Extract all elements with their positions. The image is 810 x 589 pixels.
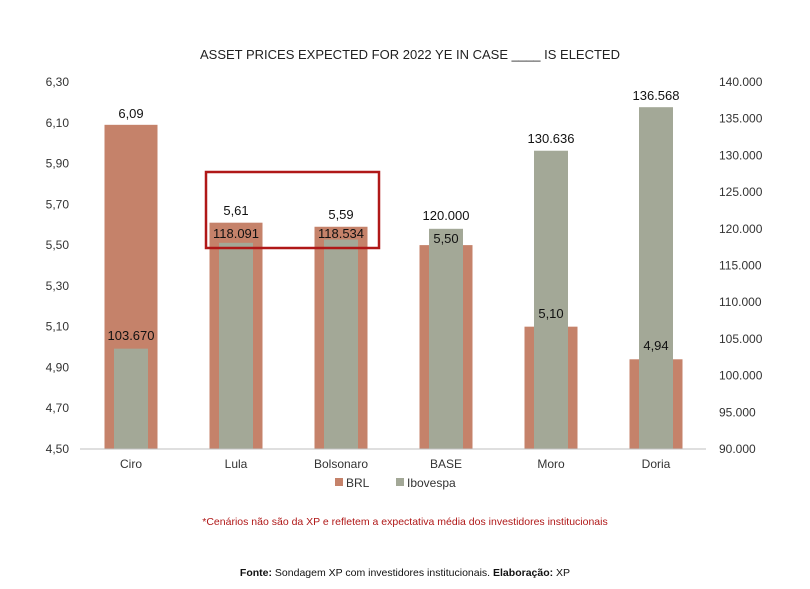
brl-data-label: 5,59 [328, 207, 353, 222]
right-tick-label: 135.000 [719, 112, 763, 126]
right-axis: 90.000 95.000 100.000 105.000 110.000 115.000… [719, 75, 763, 456]
legend-swatch-brl [335, 478, 343, 486]
legend-label-brl: BRL [346, 476, 370, 490]
brl-data-label: 6,09 [118, 106, 143, 121]
right-tick-label: 110.000 [719, 295, 762, 309]
asset-prices-chart: ASSET PRICES EXPECTED FOR 2022 YE IN CAS… [46, 47, 763, 490]
ibovespa-data-label: 103.670 [108, 328, 155, 343]
ibovespa-bar [114, 348, 148, 449]
brl-data-label: 5,10 [538, 306, 563, 321]
ibovespa-bar [639, 107, 673, 449]
ibovespa-bar [429, 228, 463, 449]
ibovespa-data-label: 118.091 [213, 226, 259, 241]
legend: BRL Ibovespa [335, 476, 456, 490]
legend-label-ibovespa: Ibovespa [407, 476, 456, 490]
left-tick-label: 4,50 [46, 442, 70, 456]
ibovespa-data-label: 136.568 [633, 88, 680, 103]
left-tick-label: 6,10 [46, 116, 70, 130]
ibovespa-data-label: 120.000 [423, 208, 470, 223]
brl-data-label: 5,50 [433, 231, 458, 246]
source-label-2: Elaboração: [493, 567, 554, 579]
left-tick-label: 5,10 [46, 320, 70, 334]
highlight-box [204, 170, 381, 250]
left-tick-label: 4,90 [46, 360, 70, 374]
category-labels: Ciro Lula Bolsonaro BASE Moro Doria [120, 457, 671, 471]
right-tick-label: 100.000 [719, 369, 763, 383]
category-label: BASE [430, 457, 462, 471]
left-tick-label: 4,70 [46, 401, 70, 415]
brl-data-label: 4,94 [643, 338, 668, 353]
right-tick-label: 120.000 [719, 222, 763, 236]
ibovespa-data-label: 130.636 [528, 131, 575, 146]
category-label: Bolsonaro [314, 457, 368, 471]
left-tick-label: 5,90 [46, 157, 70, 171]
left-tick-label: 5,70 [46, 197, 70, 211]
category-label: Doria [642, 457, 671, 471]
footnote: *Cenários não são da XP e refletem a exp… [202, 516, 608, 528]
brl-data-label: 5,61 [223, 203, 248, 218]
right-tick-label: 140.000 [719, 75, 763, 89]
ibovespa-bar [324, 239, 358, 449]
source-line: Fonte: Sondagem XP com investidores inst… [0, 567, 810, 579]
source-text-2: XP [556, 567, 571, 579]
legend-swatch-ibovespa [396, 478, 404, 486]
ibovespa-bar [219, 242, 253, 449]
right-tick-label: 125.000 [719, 185, 763, 199]
ibovespa-data-label: 118.534 [318, 226, 364, 241]
left-tick-label: 5,30 [46, 279, 70, 293]
source-text: Sondagem XP com investidores institucion… [274, 567, 491, 579]
category-label: Ciro [120, 457, 142, 471]
category-label: Lula [225, 457, 248, 471]
left-axis: 4,50 4,70 4,90 5,10 5,30 5,50 5,70 5,90 6,10 6,30 [46, 75, 70, 456]
source-label: Fonte: [239, 567, 272, 579]
right-tick-label: 115.000 [719, 259, 762, 273]
right-tick-label: 130.000 [719, 148, 763, 162]
right-tick-label: 95.000 [719, 405, 756, 419]
right-tick-label: 90.000 [719, 442, 756, 456]
ibovespa-bar [534, 150, 568, 450]
bars [104, 107, 683, 450]
right-tick-label: 105.000 [719, 332, 763, 346]
left-tick-label: 5,50 [46, 238, 70, 252]
left-tick-label: 6,30 [46, 75, 70, 89]
chart-title: ASSET PRICES EXPECTED FOR 2022 YE IN CAS… [200, 47, 620, 62]
category-label: Moro [537, 457, 565, 471]
data-labels: 6,09 103.670 5,61 118.091 5,59 118.534 5,50 120… [108, 88, 680, 353]
